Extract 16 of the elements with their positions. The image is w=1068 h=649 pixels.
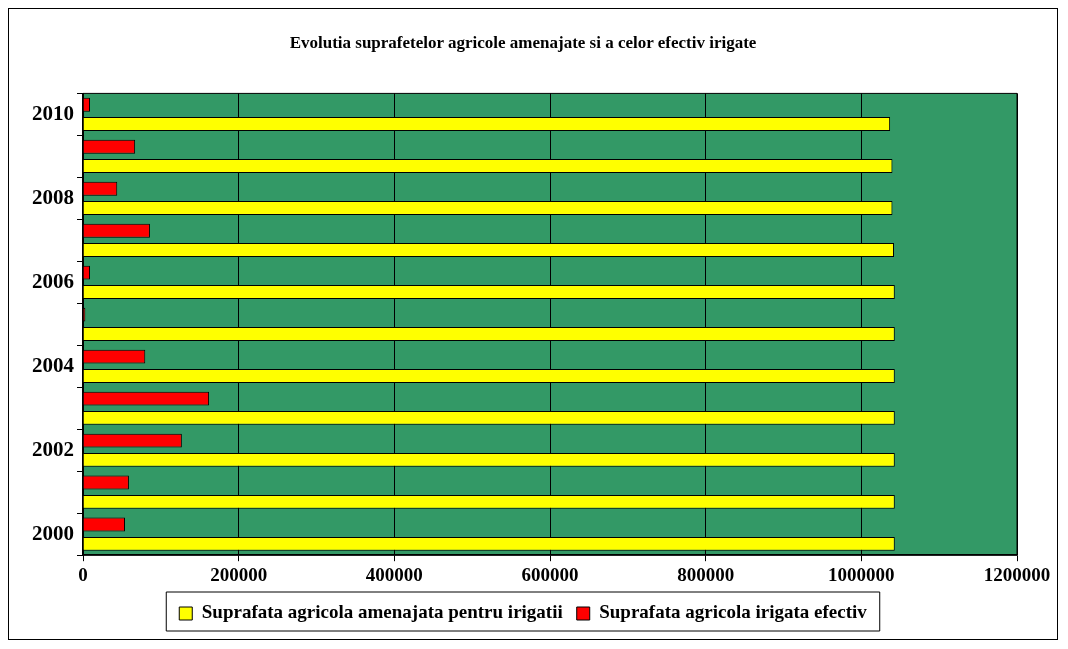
x-tick-label: 800000 — [677, 563, 735, 585]
x-tick-label: 400000 — [365, 563, 423, 585]
y-tick-label: 2000 — [32, 520, 74, 545]
chart-title: Evolutia suprafetelor agricole amenajate si a celor efectiv irigate — [289, 32, 757, 52]
y-tick-label: 2008 — [32, 184, 74, 209]
x-tick-label: 1200000 — [983, 563, 1051, 585]
y-tick-label: 2004 — [32, 352, 75, 377]
legend-label: Suprafata agricola irigata efectiv — [599, 601, 868, 623]
x-tick-label: 0 — [78, 563, 88, 585]
x-tick-label: 600000 — [521, 563, 579, 585]
y-tick-label: 2002 — [32, 436, 74, 461]
y-tick-label: 2010 — [32, 100, 74, 125]
y-tick-label: 2006 — [32, 268, 74, 293]
legend-label: Suprafata agricola amenajata pentru irigatii — [201, 601, 563, 623]
x-tick-label: 1000000 — [828, 563, 895, 585]
x-tick-label: 200000 — [210, 563, 268, 585]
